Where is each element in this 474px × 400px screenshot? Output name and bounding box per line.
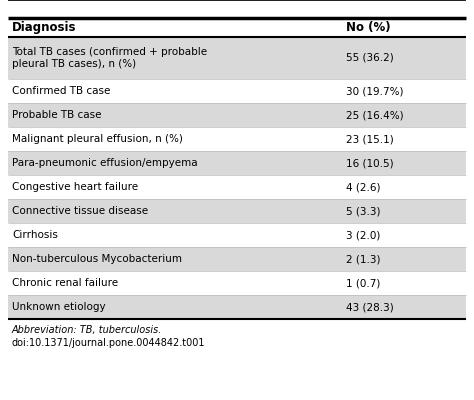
Text: Para-pneumonic effusion/empyema: Para-pneumonic effusion/empyema [12,158,198,168]
Text: Abbreviation: TB, tuberculosis.: Abbreviation: TB, tuberculosis. [12,325,163,335]
Text: Total TB cases (confirmed + probable
pleural TB cases), n (%): Total TB cases (confirmed + probable ple… [12,47,207,69]
Text: 55 (36.2): 55 (36.2) [346,53,394,63]
Text: Chronic renal failure: Chronic renal failure [12,278,118,288]
Bar [8,199,466,223]
Text: 5 (3.3): 5 (3.3) [346,206,381,216]
Bar [8,0,466,1]
Bar [8,151,466,175]
Bar [8,223,466,247]
Text: Unknown etiology: Unknown etiology [12,302,106,312]
Bar [8,103,466,127]
Text: 4 (2.6): 4 (2.6) [346,182,381,192]
Text: Diagnosis: Diagnosis [12,21,76,34]
Bar [8,127,466,151]
Bar [8,79,466,103]
Bar [8,37,466,79]
Text: Confirmed TB case: Confirmed TB case [12,86,110,96]
Bar [8,18,466,37]
Text: 3 (2.0): 3 (2.0) [346,230,381,240]
Text: 43 (28.3): 43 (28.3) [346,302,394,312]
Bar [8,247,466,271]
Text: 1 (0.7): 1 (0.7) [346,278,381,288]
Text: 2 (1.3): 2 (1.3) [346,254,381,264]
Text: 16 (10.5): 16 (10.5) [346,158,394,168]
Text: Cirrhosis: Cirrhosis [12,230,58,240]
Text: Probable TB case: Probable TB case [12,110,101,120]
Text: 25 (16.4%): 25 (16.4%) [346,110,404,120]
Bar [8,175,466,199]
Text: Congestive heart failure: Congestive heart failure [12,182,138,192]
Bar [8,271,466,295]
Text: 23 (15.1): 23 (15.1) [346,134,394,144]
Text: No (%): No (%) [346,21,391,34]
Text: Non-tuberculous Mycobacterium: Non-tuberculous Mycobacterium [12,254,182,264]
Text: 30 (19.7%): 30 (19.7%) [346,86,404,96]
Text: Connective tissue disease: Connective tissue disease [12,206,148,216]
Bar [8,295,466,319]
Text: doi:10.1371/journal.pone.0044842.t001: doi:10.1371/journal.pone.0044842.t001 [12,338,206,348]
Text: Malignant pleural effusion, n (%): Malignant pleural effusion, n (%) [12,134,183,144]
